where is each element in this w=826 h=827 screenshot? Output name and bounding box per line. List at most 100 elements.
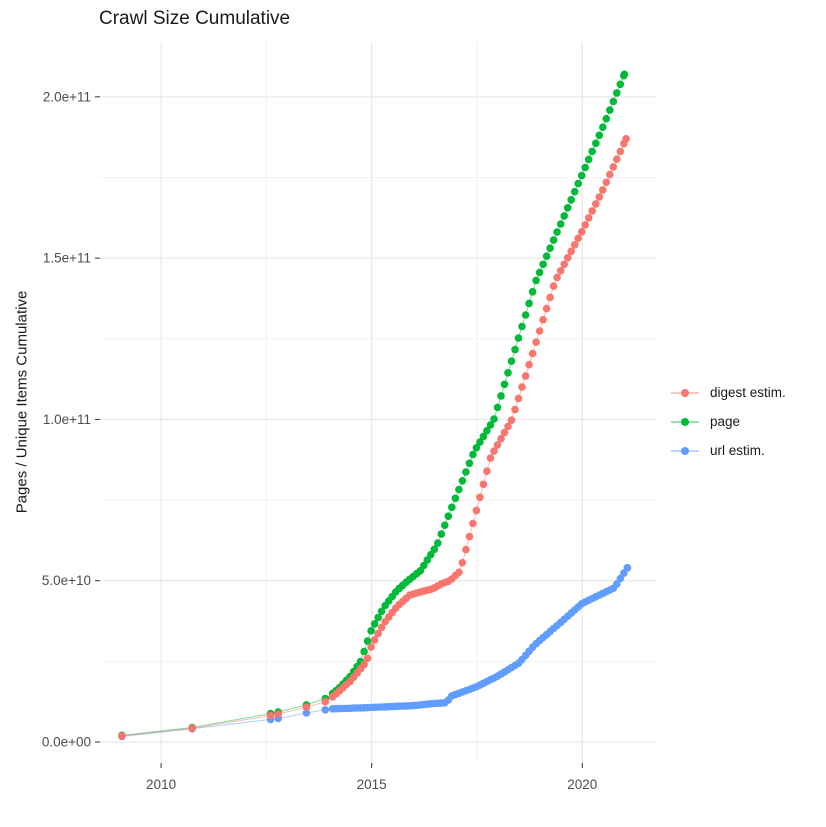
data-point [444,512,453,520]
data-point [465,532,474,541]
y-tick-label: 2.0e+11 [43,89,91,104]
data-point [595,131,604,140]
data-point [469,519,477,528]
data-point [549,236,558,244]
data-point [518,383,526,391]
data-point [570,241,579,249]
data-point [521,311,530,319]
y-tick-label: 1.5e+11 [43,251,91,266]
legend-item-label: page [710,414,741,429]
data-point [462,545,470,554]
legend-key-dot [681,388,689,397]
data-point [427,550,435,559]
data-point [370,636,379,644]
chart-title: Crawl Size Cumulative [99,8,291,29]
data-point [606,106,614,114]
data-point [497,434,505,443]
data-point [455,485,463,494]
data-point [423,556,432,564]
data-point [570,187,579,196]
data-point [609,163,618,171]
data-point [588,147,596,156]
data-point [500,380,509,389]
data-point [493,403,502,412]
data-point [525,299,533,308]
data-point [458,477,467,485]
data-point [437,530,446,538]
data-point [592,139,600,148]
data-point [563,204,572,212]
data-point [613,155,621,163]
data-point [528,349,537,358]
legend-item-page: page [670,407,786,436]
data-point [546,293,554,302]
data-point [118,732,126,740]
data-point [602,114,611,123]
data-point [472,506,481,515]
data-point [486,454,495,462]
data-point [476,438,484,446]
data-point [483,426,491,435]
data-point [266,711,275,720]
data-point [584,214,593,222]
data-point [472,444,481,452]
data-point [479,480,488,489]
data-point [577,171,586,180]
data-point [606,170,614,179]
data-point [367,643,375,651]
data-point [563,253,572,262]
data-point [542,252,551,260]
data-point [620,70,629,79]
data-point [465,459,474,468]
data-point [620,569,628,577]
legend: digest estim. page url estim. [670,378,786,465]
data-point [302,703,311,711]
data-point [556,220,565,228]
data-point [574,234,582,243]
data-point [507,416,516,425]
data-point [511,345,519,354]
data-point [321,697,330,706]
data-point [497,392,505,400]
data-point [556,267,565,275]
legend-key-dot [681,417,689,426]
data-point [374,613,382,622]
data-point [504,422,512,431]
data-point [476,493,484,502]
data-point [458,558,467,567]
data-point [532,338,540,347]
data-point [430,545,439,554]
data-point [441,521,449,529]
data-point [360,647,368,656]
data-point [363,654,372,663]
data-point [539,260,547,269]
data-point [490,415,498,423]
data-point [514,394,523,403]
data-point [528,288,537,296]
data-point [584,155,593,164]
legend-key-icon [671,446,699,455]
data-point [560,260,568,269]
data-point [462,468,470,476]
data-point [581,163,589,172]
data-point [613,580,621,588]
data-point [567,196,575,204]
data-point [479,432,488,441]
data-point [525,360,533,369]
data-point [623,564,632,572]
data-point [434,539,442,547]
data-point [363,637,372,645]
data-point [613,89,621,97]
data-point [553,228,561,236]
data-point [599,186,607,194]
data-point [595,193,604,201]
legend-item-digest-estim: digest estim. [670,378,786,407]
x-tick-label: 2015 [357,777,387,792]
data-point [490,447,498,455]
data-point [599,123,607,131]
legend-key-icon [671,388,699,397]
legend-item-label: digest estim. [710,385,786,400]
data-point [560,212,568,220]
data-point [504,369,512,377]
